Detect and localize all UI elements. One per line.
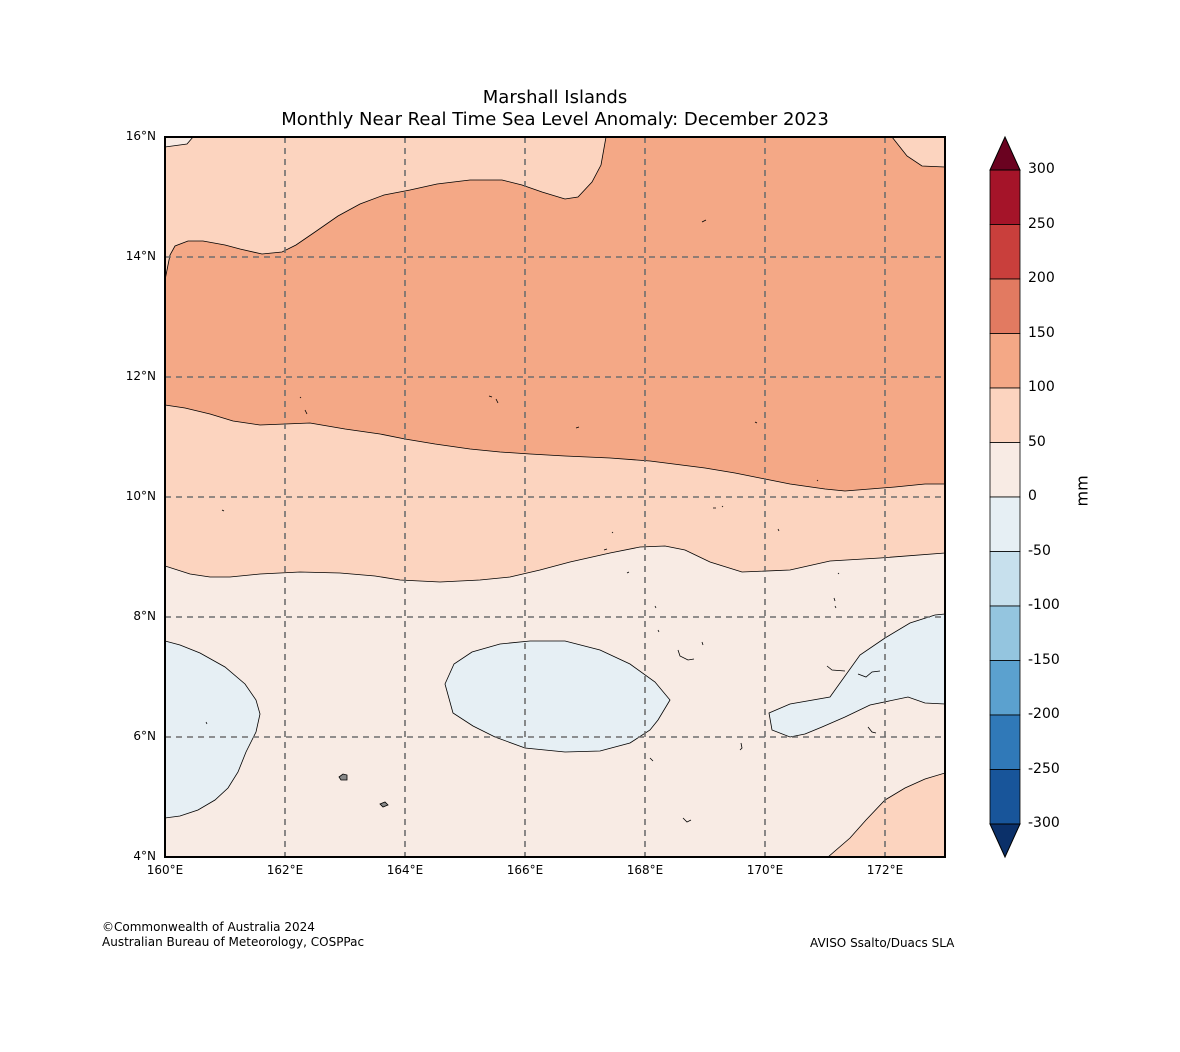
longitude-tick-label: 172°E xyxy=(866,863,904,877)
map-title: Marshall Islands xyxy=(482,87,628,108)
island-atoll xyxy=(713,505,780,532)
island-atoll xyxy=(701,219,707,223)
colorbar-bin xyxy=(989,660,1021,716)
island-atoll xyxy=(867,726,877,734)
colorbar-tick-label: -200 xyxy=(1028,706,1060,722)
latitude-tick-label: 8°N xyxy=(133,609,156,623)
band-corner-northwest xyxy=(165,137,194,148)
colorbar xyxy=(989,135,1021,859)
island-outlines xyxy=(205,219,881,823)
longitude-tick-label: 162°E xyxy=(266,863,304,877)
colorbar-bin xyxy=(989,333,1021,389)
band-minus50-to-0-central xyxy=(444,640,671,753)
band-minus50-to-0-east xyxy=(768,613,945,738)
colorbar-tick-label: 200 xyxy=(1028,270,1055,286)
island-atoll xyxy=(205,421,819,725)
island-atoll xyxy=(701,641,704,646)
credit-data-source: AVISO Ssalto/Duacs SLA xyxy=(810,936,955,950)
colorbar-bin xyxy=(989,605,1021,661)
island-atoll xyxy=(682,817,692,823)
colorbar-tick-label: -300 xyxy=(1028,815,1060,831)
colorbar-bin xyxy=(989,714,1021,770)
longitude-tick-label: 160°E xyxy=(146,863,184,877)
colorbar-tick-label: -150 xyxy=(1028,651,1060,668)
latitude-tick-label: 6°N xyxy=(133,729,156,743)
island-atoll xyxy=(857,670,881,678)
island-atoll xyxy=(826,665,846,672)
latitude-tick-label: 14°N xyxy=(125,249,156,263)
colorbar-bin xyxy=(989,278,1021,334)
map-frame xyxy=(164,136,946,858)
band-100-to-150 xyxy=(165,137,945,492)
colorbar-bin xyxy=(989,496,1021,552)
band-minus50-to-0-west xyxy=(165,640,261,819)
colorbar-bin xyxy=(989,769,1021,825)
colorbar-tick-label: 250 xyxy=(1028,215,1055,232)
island-atoll xyxy=(221,509,225,512)
colorbar-bin xyxy=(989,169,1021,225)
longitude-tick-label: 168°E xyxy=(626,863,664,877)
island-atoll xyxy=(603,531,630,574)
island-atoll xyxy=(488,395,499,404)
latitude-tick-label: 12°N xyxy=(125,369,156,383)
colorbar-tick-label: -50 xyxy=(1028,542,1051,559)
credit-copyright: ©Commonwealth of Australia 2024 xyxy=(102,920,315,934)
colorbar-tick-label: 150 xyxy=(1028,324,1055,341)
colorbar-over-arrow xyxy=(989,135,1021,171)
latitude-tick-label: 10°N xyxy=(125,489,156,503)
colorbar-units: mm xyxy=(1072,475,1092,507)
longitude-tick-label: 164°E xyxy=(386,863,424,877)
colorbar-tick-label: -100 xyxy=(1028,597,1060,613)
island-atoll xyxy=(379,801,389,808)
latitude-tick-label: 4°N xyxy=(133,849,156,863)
colorbar-bin xyxy=(989,387,1021,443)
latitude-tick-label: 16°N xyxy=(125,129,156,143)
colorbar-under-arrow xyxy=(989,823,1021,859)
map-subtitle: Monthly Near Real Time Sea Level Anomaly… xyxy=(281,109,829,130)
island-atoll xyxy=(649,757,654,762)
colorbar-bin xyxy=(989,551,1021,607)
colorbar-bin xyxy=(989,442,1021,498)
colorbar-tick-label: 0 xyxy=(1028,488,1037,504)
colorbar-bin xyxy=(989,224,1021,280)
longitude-tick-label: 170°E xyxy=(746,863,784,877)
credit-bureau: Australian Bureau of Meteorology, COSPPa… xyxy=(102,935,365,949)
island-atoll xyxy=(575,426,580,429)
colorbar-tick-label: 50 xyxy=(1028,433,1046,450)
island-atoll xyxy=(677,649,695,661)
island-atoll xyxy=(833,572,840,609)
longitude-tick-label: 166°E xyxy=(506,863,544,877)
island-atoll xyxy=(299,396,308,415)
colorbar-tick-label: 300 xyxy=(1028,161,1055,177)
island-atoll xyxy=(739,742,743,751)
colorbar-tick-label: -250 xyxy=(1028,760,1060,777)
band-50-to-100-southeast xyxy=(827,772,945,857)
colorbar-tick-label: 100 xyxy=(1028,379,1055,395)
gridlines xyxy=(165,137,945,857)
island-atoll xyxy=(654,605,660,633)
island-atoll xyxy=(338,773,348,781)
